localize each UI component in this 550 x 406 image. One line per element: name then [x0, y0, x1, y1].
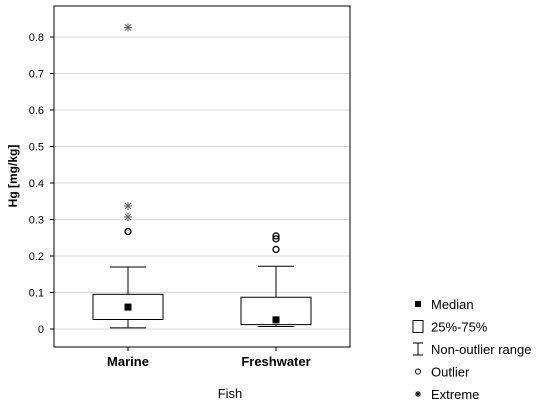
legend-median-icon [415, 301, 421, 307]
legend-label: Median [431, 297, 474, 312]
outlier-point [272, 235, 280, 243]
x-tick-label: Marine [107, 354, 149, 369]
legend-item: Extreme [415, 387, 479, 402]
box-group-marine [92, 23, 164, 329]
y-tick-label: 0.5 [29, 142, 44, 154]
extreme-point [124, 23, 132, 32]
y-tick-label: 0.7 [29, 69, 44, 81]
legend-item: 25%-75% [412, 320, 488, 335]
box-groups [92, 23, 312, 329]
legend-label: Outlier [431, 365, 470, 380]
legend-label: Extreme [431, 387, 479, 402]
y-tick-label: 0.4 [29, 178, 44, 190]
x-axis-ticks: Marine Freshwater [107, 347, 311, 369]
plot-frame [53, 5, 351, 348]
legend-whisker-icon [413, 342, 423, 356]
extreme-point [124, 201, 132, 210]
y-tick-label: 0.1 [29, 288, 44, 300]
y-axis-title: Hg [mg/kg] [6, 145, 20, 208]
legend-item: Median [415, 297, 474, 312]
legend-item: Outlier [415, 365, 470, 380]
legend-box-icon [412, 320, 424, 333]
legend-label: Non-outlier range [431, 342, 531, 357]
extreme-stroke [124, 202, 132, 210]
extreme-stroke [124, 24, 132, 31]
outlier-point [272, 232, 280, 240]
legend-extreme-stroke [415, 391, 421, 397]
median-marker [124, 303, 132, 311]
y-tick-label: 0.2 [29, 251, 44, 263]
y-tick-label: 0.6 [29, 105, 44, 117]
legend-outlier-icon [415, 368, 421, 375]
y-tick-label: 0 [38, 324, 44, 336]
y-axis-ticks: 0 0.1 0.2 0.3 0.4 0.5 0.6 0.7 0.8 [29, 32, 54, 336]
x-axis-title: Fish [218, 386, 243, 401]
legend-label: 25%-75% [431, 320, 488, 335]
box-group-freshwater [240, 232, 312, 327]
extreme-stroke [124, 213, 132, 221]
x-tick-label: Freshwater [241, 354, 310, 369]
median-marker [272, 316, 280, 324]
legend: Median 25%-75% Non-outlier range Outlier Ext… [412, 297, 531, 402]
y-tick-label: 0.3 [29, 215, 44, 227]
legend-item: Non-outlier range [413, 342, 531, 357]
outlier-point [124, 227, 132, 236]
grid-lines [54, 36, 350, 330]
outlier-point [272, 245, 280, 254]
legend-extreme-icon [415, 391, 421, 397]
y-tick-label: 0.8 [29, 32, 44, 44]
extreme-point [124, 212, 132, 221]
